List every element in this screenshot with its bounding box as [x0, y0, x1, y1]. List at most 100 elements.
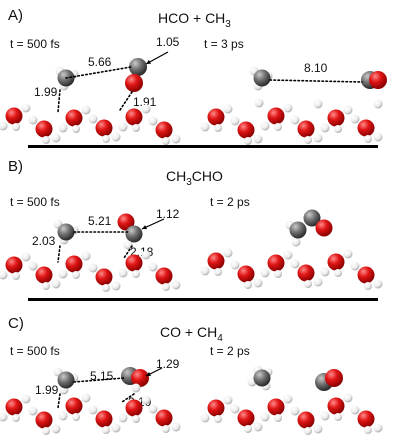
hydrogen-atom: [42, 282, 50, 290]
hydrogen-atom: [51, 424, 61, 434]
hydrogen-atom: [373, 423, 383, 433]
oxygen-atom: [125, 254, 143, 272]
pointer-arrowhead: [142, 225, 147, 230]
hydrogen-atom: [12, 272, 20, 280]
hydrogen-atom: [350, 261, 360, 271]
hydrogen-atom: [260, 268, 270, 278]
oxygen-atom: [95, 268, 113, 286]
panel-b-title-tail: CHO: [191, 168, 223, 184]
hydrogen-atom: [313, 277, 323, 287]
oxygen-atom: [207, 252, 225, 270]
oxygen-atom: [267, 107, 285, 125]
panel-a-left-time: t = 500 fs: [10, 37, 60, 51]
hydrogen-atom: [141, 250, 151, 260]
panel-a-dist-1: 5.66: [88, 55, 112, 69]
hydrogen-atom: [132, 415, 140, 423]
hydrogen-atom: [373, 279, 383, 289]
hydrogen-atom: [274, 270, 282, 278]
hydrogen-atom: [58, 269, 68, 279]
hydrogen-atom: [123, 240, 133, 250]
panel-a-title-main: HCO + CH: [158, 10, 226, 26]
oxygen-atom: [5, 107, 23, 125]
hydrogen-atom: [320, 123, 330, 133]
hydrogen-atom: [313, 99, 323, 109]
hydrogen-atom: [28, 406, 38, 416]
hydrogen-atom: [58, 411, 68, 421]
distance-line-a-1: [65, 66, 132, 79]
hydrogen-atom: [0, 270, 8, 280]
hydrogen-atom: [291, 237, 301, 247]
hydrogen-atom: [88, 114, 98, 124]
hydrogen-atom: [230, 116, 240, 126]
distance-line-a-right: [269, 79, 363, 83]
pointer-arrowhead: [146, 372, 151, 376]
oxygen-atom: [155, 267, 173, 285]
hydrogen-atom: [223, 395, 233, 405]
hydrogen-atom: [148, 404, 158, 414]
hydrogen-atom: [290, 115, 300, 125]
oxygen-atom: [369, 71, 387, 89]
oxygen-atom: [297, 411, 315, 429]
hydrogen-atom: [253, 422, 263, 432]
hydrogen-atom: [171, 422, 181, 432]
hydrogen-atom: [42, 427, 50, 435]
oxygen-atom: [357, 119, 375, 137]
hydrogen-atom: [290, 406, 300, 416]
panel-a-dist-3: 1.99: [34, 85, 58, 99]
panel-c-title-main: CO + CH: [160, 324, 218, 340]
hydrogen-atom: [343, 393, 353, 403]
hydrogen-atom: [72, 413, 80, 421]
hydrogen-atom: [51, 133, 61, 143]
hydrogen-atom: [21, 252, 31, 262]
hydrogen-atom: [244, 137, 252, 145]
hydrogen-atom: [81, 105, 91, 115]
hydrogen-atom: [118, 122, 128, 132]
hydrogen-atom: [132, 124, 140, 132]
oxygen-atom: [267, 398, 285, 416]
oxygen-atom: [237, 265, 255, 283]
hydrogen-atom: [28, 115, 38, 125]
hydrogen-atom: [111, 423, 121, 433]
panel-a-title: HCO + CH3: [158, 11, 231, 30]
hydrogen-atom: [141, 104, 151, 114]
distance-line-b-4: [123, 245, 133, 259]
oxygen-atom: [5, 398, 23, 416]
oxygen-atom: [207, 399, 225, 417]
oxygen-atom: [65, 255, 83, 273]
hydrogen-atom: [21, 103, 31, 113]
oxygen-atom-hco: [125, 74, 143, 92]
panel-c-dist-3: 1.99: [35, 383, 59, 397]
hydrogen-atom: [162, 425, 170, 433]
distance-line-c-3: [57, 393, 61, 409]
hydrogen-atom: [244, 425, 252, 433]
hydrogen-atom: [148, 262, 158, 272]
hydrogen-atom: [214, 124, 222, 132]
hydrogen-atom: [111, 281, 121, 291]
hydrogen-atom: [260, 121, 270, 131]
hydrogen-atom: [88, 405, 98, 415]
hydrogen-atom: [118, 268, 128, 278]
hydrogen-atom: [334, 125, 342, 133]
oxygen-atom: [297, 264, 315, 282]
oxygen-atom: [357, 266, 375, 284]
hydrogen-atom: [334, 269, 342, 277]
hydrogen-atom: [350, 405, 360, 415]
panel-a-dist-4: 1.91: [133, 95, 157, 109]
hydrogen-atom: [171, 134, 181, 144]
panel-c-left-time: t = 500 fs: [10, 344, 60, 358]
hydrogen-atom: [42, 136, 50, 144]
hydrogen-atom: [290, 259, 300, 269]
separator-b-c: [28, 298, 378, 301]
hydrogen-atom: [244, 281, 252, 289]
hydrogen-atom: [111, 132, 121, 142]
hydrogen-atom: [343, 105, 353, 115]
panel-c-title: CO + CH4: [160, 325, 223, 344]
distance-line-a-3: [57, 89, 61, 113]
panel-a-label: A): [8, 7, 23, 24]
panel-b-dist-2: 1.12: [156, 207, 180, 221]
panel-b-dist-1: 5.21: [88, 214, 112, 228]
distance-line-c-4: [121, 393, 135, 403]
panel-b-right-time: t = 2 ps: [210, 195, 250, 209]
hydrogen-atom: [230, 260, 240, 270]
hydrogen-atom: [132, 270, 140, 278]
